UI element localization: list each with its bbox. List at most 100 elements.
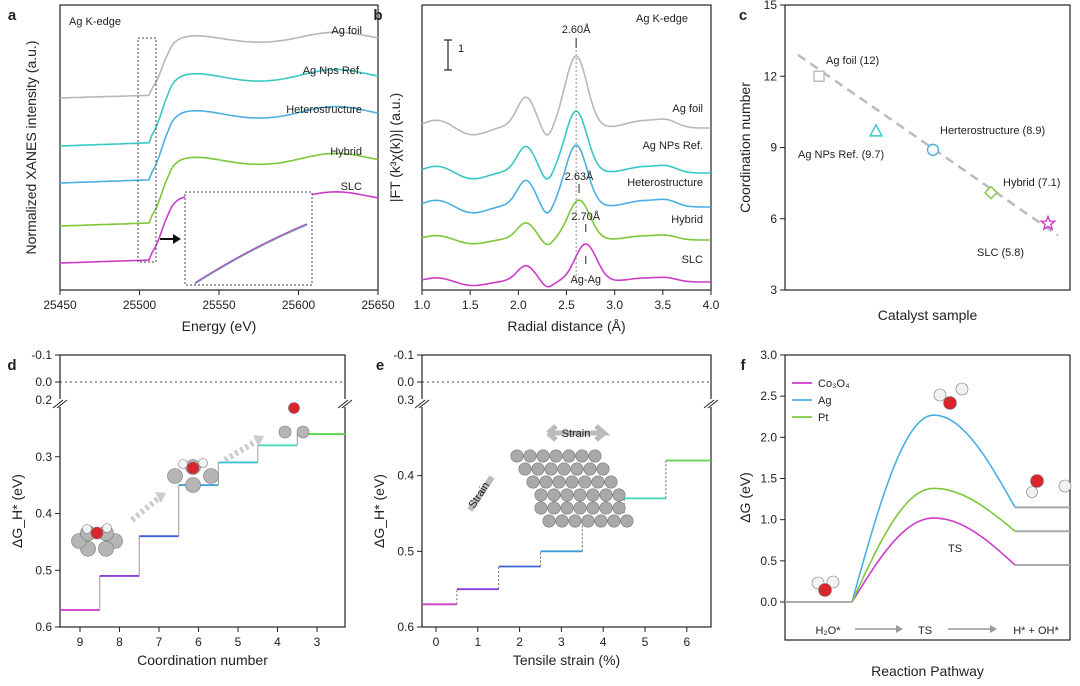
pathway-label-0: H₂O* [815, 625, 841, 637]
lattice-atom [612, 501, 626, 515]
hydrogen-atom [178, 459, 188, 469]
lattice-atom [510, 449, 524, 463]
molecule-atom [203, 468, 219, 484]
oxygen-atom [186, 461, 200, 475]
annotation-agag: Ag-Ag [570, 274, 601, 286]
series-label-0: Ag foil [331, 25, 362, 37]
lattice-atom [552, 475, 566, 489]
molecule-atom [185, 477, 201, 493]
inset-curve-b [194, 224, 308, 285]
y-tick-label: 0.5 [35, 563, 52, 577]
lattice-atom [539, 475, 553, 489]
lattice-atom [591, 475, 605, 489]
point-label-3: Hybrid (7.1) [1003, 177, 1060, 189]
lattice-atom [523, 449, 537, 463]
y-tick-label: 0.0 [35, 375, 52, 389]
x-tick-label: 1.5 [462, 298, 479, 312]
lattice-atom [547, 488, 561, 502]
panel-f: f 0.0 0.5 1.0 1.5 2.0 2.5 3.0 Reaction Pathway ΔG… [737, 348, 1072, 679]
y-tick-label: -0.1 [31, 348, 52, 362]
y-tick-label: 0.4 [35, 507, 52, 521]
trend-arrow-1 [130, 494, 162, 523]
lattice-atom [586, 501, 600, 515]
xanes-curve-0 [59, 31, 379, 99]
molecule-atom [296, 425, 310, 439]
y-tick-label: 0.2 [35, 393, 52, 407]
hydrogen-atom [933, 388, 947, 402]
series-label-1: Ag Nps Ref. [303, 65, 362, 77]
strain-label-d: Strain [467, 480, 493, 511]
inset-arrowhead [173, 234, 181, 244]
x-tick-label: 3 [558, 635, 565, 649]
panel-a: a 25450 25500 25550 25600 25650 Energy (eV) Nor… [8, 4, 395, 334]
oxygen-atom [818, 583, 832, 597]
panel-b: b 1.0 1.5 2.0 2.5 3.0 3.5 4.0 Radial distance (Å… [373, 4, 720, 334]
strain-label-h: Strain [562, 428, 591, 440]
y-tick-label: 0.5 [760, 554, 777, 568]
marker-square [813, 70, 825, 82]
molecule-atom [278, 425, 292, 439]
annotation-263: 2.63Å [565, 170, 594, 183]
lattice-atom [586, 488, 600, 502]
lattice-atom [565, 475, 579, 489]
x-axis-label: Coordination number [137, 652, 268, 668]
lattice-atom [620, 514, 634, 528]
lattice-atom [534, 501, 548, 515]
axis-break-left-b [418, 399, 430, 409]
marker-diamond [984, 185, 998, 200]
lattice-atom [594, 514, 608, 528]
x-tick-label: 5 [235, 635, 242, 649]
series-label-2: Heterostructure [627, 177, 703, 189]
lattice-atom [555, 514, 569, 528]
hydrogen-atom [198, 458, 208, 468]
trend-arrowhead-2 [253, 435, 264, 446]
series-label-4: SLC [341, 181, 362, 193]
x-axis-label: Radial distance (Å) [507, 318, 625, 334]
y-tick-label: 0.6 [397, 620, 414, 634]
point-label-2: Herterostructure (8.9) [940, 125, 1045, 137]
energy-curve-2 [851, 487, 1016, 603]
y-tick-label: 12 [764, 69, 778, 83]
axis-break-left-b [56, 399, 68, 409]
y-tick-label: 0.6 [35, 620, 52, 634]
annotation-270: 2.70Å [571, 210, 600, 223]
trend-arrowhead-1 [155, 492, 166, 503]
legend-label-0: Co₃O₄ [818, 378, 850, 390]
panel-c: c 3 6 9 12 15 Catalyst sample Coordination numb… [737, 0, 1071, 323]
axis-break-right-b [707, 399, 719, 409]
y-tick-label: 2.0 [760, 430, 777, 444]
chart-title: Ag K-edge [69, 16, 121, 28]
inset-frame [184, 191, 313, 286]
point-label-0: Ag foil (12) [826, 55, 879, 67]
y-axis-label: ΔG_H* (eV) [9, 474, 25, 548]
axis-break-left-a [52, 399, 64, 409]
lattice-atom [583, 462, 597, 476]
y-axis-label: Coordination number [737, 82, 753, 213]
legend-label-1: Ag [818, 395, 831, 407]
lattice-atom [607, 514, 621, 528]
y-tick-label: 0.5 [397, 544, 414, 558]
x-tick-label: 6 [195, 635, 202, 649]
y-tick-label: 3.0 [760, 348, 777, 362]
lattice-atom [588, 449, 602, 463]
hydrogen-atom [82, 524, 92, 534]
ft-curve-4 [421, 243, 711, 288]
xanes-curve-2 [59, 105, 379, 184]
hydrogen-atom [826, 575, 840, 589]
pathway-arrowhead-2 [990, 625, 997, 633]
axis-break-left-a [414, 399, 426, 409]
chart-title: Ag K-edge [636, 13, 688, 25]
lattice-atom [578, 475, 592, 489]
y-tick-label: 9 [770, 141, 777, 155]
x-tick-label: 25650 [361, 298, 395, 312]
lattice-atom [536, 449, 550, 463]
panel-f-frame [784, 354, 1071, 641]
edge-zoom-box [137, 37, 157, 263]
lattice-atom [599, 488, 613, 502]
lattice-atom [542, 514, 556, 528]
y-tick-label: 0.0 [760, 595, 777, 609]
molecule-atom [167, 468, 183, 484]
panel-d: d -0.1 0.0 0.2 0.3 0.4 0.5 0.6 9 8 7 6 5 4 3 Coordinati… [7, 348, 353, 668]
hydrogen-atom [102, 523, 112, 533]
